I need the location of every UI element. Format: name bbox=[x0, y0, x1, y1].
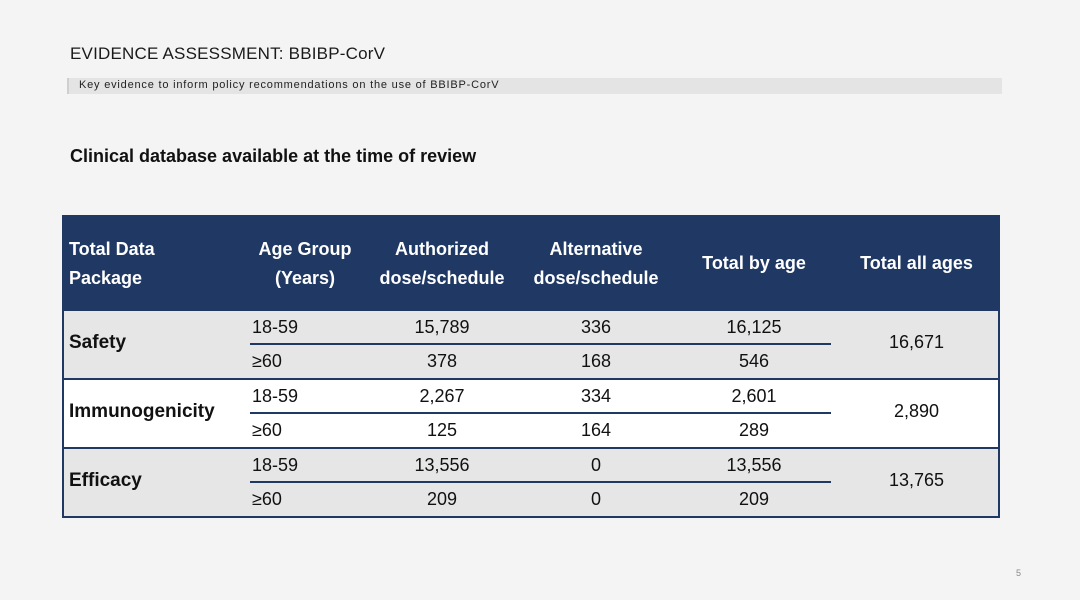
group-name: Safety bbox=[69, 332, 127, 353]
authorized-cell: 2,267 bbox=[419, 386, 465, 406]
age-cell: 18-59 bbox=[252, 455, 299, 475]
authorized-cell: 125 bbox=[426, 420, 458, 440]
total-all-ages-cell: 16,671 bbox=[888, 332, 945, 352]
alternative-cell: 0 bbox=[590, 489, 601, 509]
total-all-ages-cell: 13,765 bbox=[888, 470, 945, 490]
total-by-age-cell: 16,125 bbox=[726, 317, 782, 337]
total-by-age-cell: 289 bbox=[738, 420, 770, 440]
row-divider bbox=[250, 481, 831, 483]
total-by-age-cell: 13,556 bbox=[726, 455, 782, 475]
table-group-efficacy: Efficacy 18-59 13,556 0 13,556 ≥60 209 0… bbox=[64, 447, 998, 516]
header-authorized-dose: Authorized dose/schedule bbox=[379, 239, 505, 288]
header-alternative-dose: Alternative dose/schedule bbox=[533, 239, 659, 288]
table-row: ≥60 209 0 209 bbox=[64, 483, 834, 516]
total-all-ages-cell: 2,890 bbox=[893, 401, 940, 421]
header-total-all-ages: Total all ages bbox=[860, 253, 973, 273]
table-row: 18-59 15,789 336 16,125 bbox=[64, 311, 834, 344]
age-cell: ≥60 bbox=[252, 489, 282, 509]
group-name: Immunogenicity bbox=[69, 401, 215, 422]
subtitle-text: Key evidence to inform policy recommenda… bbox=[79, 79, 500, 91]
table-row: ≥60 125 164 289 bbox=[64, 414, 834, 447]
table-row: 18-59 2,267 334 2,601 bbox=[64, 380, 834, 413]
authorized-cell: 13,556 bbox=[414, 455, 470, 475]
section-heading: Clinical database available at the time … bbox=[70, 146, 477, 166]
authorized-cell: 209 bbox=[426, 489, 458, 509]
table-header: Total Data Package Age Group (Years) Aut… bbox=[64, 217, 998, 309]
alternative-cell: 168 bbox=[580, 351, 612, 371]
total-by-age-cell: 2,601 bbox=[731, 386, 777, 406]
alternative-cell: 164 bbox=[580, 420, 612, 440]
alternative-cell: 336 bbox=[580, 317, 612, 337]
row-divider bbox=[250, 412, 831, 414]
table-group-immunogenicity: Immunogenicity 18-59 2,267 334 2,601 ≥60… bbox=[64, 378, 998, 447]
authorized-cell: 378 bbox=[426, 351, 458, 371]
header-total-data-package: Total Data Package bbox=[69, 239, 155, 288]
header-total-by-age: Total by age bbox=[702, 253, 806, 273]
subtitle-bar: Key evidence to inform policy recommenda… bbox=[67, 78, 1002, 94]
table-row: ≥60 378 168 546 bbox=[64, 345, 834, 378]
page-number: 5 bbox=[1016, 568, 1022, 578]
authorized-cell: 15,789 bbox=[414, 317, 470, 337]
clinical-database-table: Total Data Package Age Group (Years) Aut… bbox=[62, 215, 1000, 518]
header-age-group: Age Group (Years) bbox=[258, 239, 352, 288]
age-cell: 18-59 bbox=[252, 386, 299, 406]
age-cell: 18-59 bbox=[252, 317, 299, 337]
age-cell: ≥60 bbox=[252, 351, 282, 371]
slide-title: EVIDENCE ASSESSMENT: BBIBP-CorV bbox=[70, 44, 386, 63]
alternative-cell: 334 bbox=[580, 386, 612, 406]
alternative-cell: 0 bbox=[590, 455, 601, 475]
total-by-age-cell: 546 bbox=[738, 351, 770, 371]
table-group-safety: Safety 18-59 15,789 336 16,125 ≥60 378 1… bbox=[64, 309, 998, 378]
total-by-age-cell: 209 bbox=[738, 489, 770, 509]
table-row: 18-59 13,556 0 13,556 bbox=[64, 449, 834, 482]
group-name: Efficacy bbox=[69, 470, 142, 491]
age-cell: ≥60 bbox=[252, 420, 282, 440]
row-divider bbox=[250, 343, 831, 345]
